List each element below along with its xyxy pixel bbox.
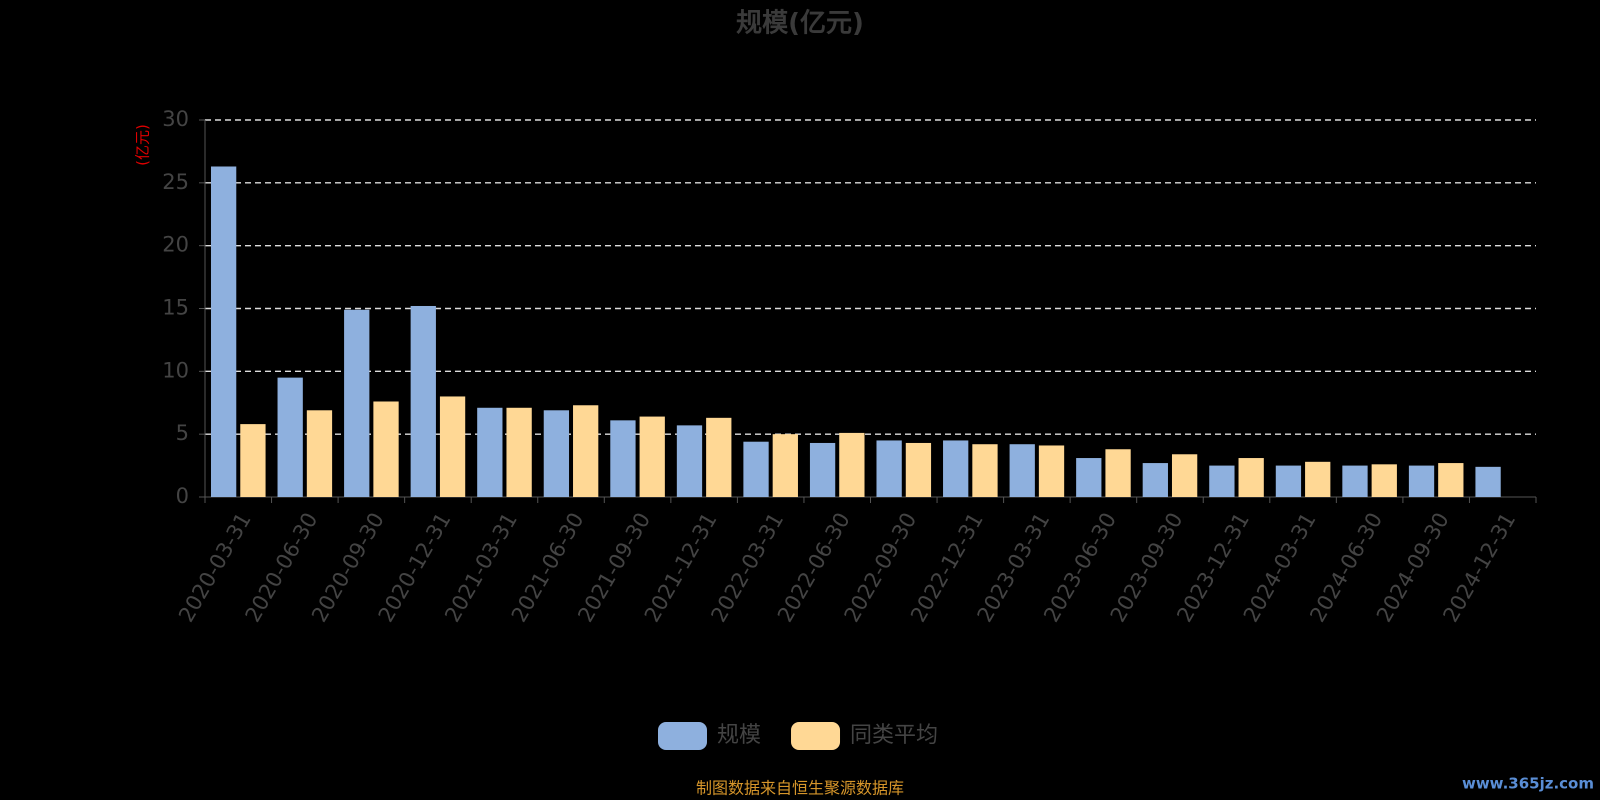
bar (1038, 445, 1065, 497)
legend-label: 同类平均 (850, 723, 938, 748)
bar (1408, 465, 1435, 497)
bar (1275, 465, 1302, 497)
bar (277, 377, 303, 497)
bar (1171, 454, 1198, 497)
bar (1209, 465, 1235, 497)
bar (839, 432, 865, 497)
bar (306, 410, 333, 497)
bar (610, 420, 636, 497)
bar (876, 440, 902, 497)
legend-swatch (791, 722, 841, 750)
y-tick-label: 0 (176, 484, 189, 508)
bar (743, 441, 769, 497)
bar (210, 166, 237, 497)
bar (344, 309, 370, 497)
bar (1142, 463, 1168, 497)
bar (1305, 461, 1331, 497)
bar (905, 442, 932, 497)
watermark: www.365jz.com (1462, 775, 1594, 793)
y-tick-label: 15 (162, 296, 189, 320)
chart-title: 规模(亿元) (736, 9, 864, 39)
bar (1105, 449, 1131, 497)
bar (439, 396, 466, 497)
bar (543, 410, 570, 497)
y-tick-label: 20 (162, 233, 189, 257)
bar (573, 405, 599, 497)
y-tick-label: 10 (162, 358, 189, 382)
y-tick-label: 25 (162, 170, 189, 194)
bar (1076, 458, 1102, 497)
footer: 制图数据来自恒生聚源数据库 (696, 779, 904, 798)
bar (240, 424, 266, 497)
bar (809, 442, 836, 497)
y-tick-label: 30 (162, 107, 189, 131)
bar (1438, 463, 1464, 497)
bar (676, 425, 703, 497)
legend-label: 规模 (717, 723, 761, 748)
bar (943, 440, 969, 497)
bar (1342, 465, 1368, 497)
bar (506, 407, 532, 497)
bar (373, 401, 399, 497)
bar (410, 305, 436, 497)
bar (1371, 464, 1397, 497)
bar (1238, 458, 1264, 497)
y-axis-label: (亿元) (134, 124, 152, 166)
y-tick-label: 5 (176, 421, 189, 445)
bar (1475, 466, 1501, 497)
bar (477, 407, 503, 497)
bar (972, 444, 998, 497)
x-tick-label: 2024-12-31 (1438, 509, 1520, 627)
bar (639, 416, 665, 497)
bar (772, 434, 798, 497)
bar (706, 417, 732, 497)
legend-swatch (658, 722, 707, 750)
bar (1009, 444, 1035, 497)
